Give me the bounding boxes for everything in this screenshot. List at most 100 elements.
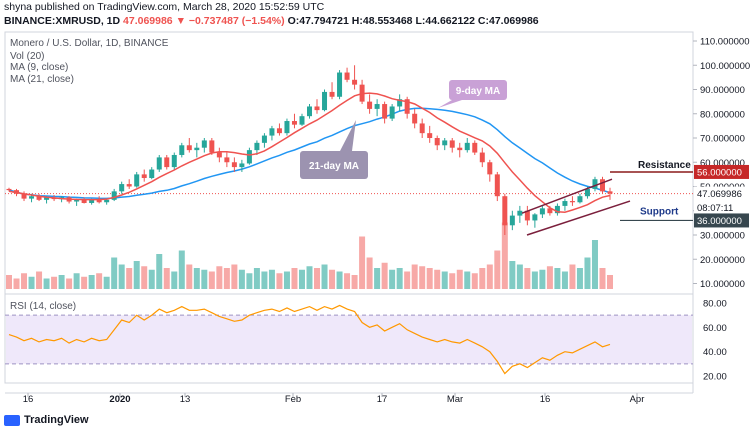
candle-body [442, 140, 448, 146]
candle-body [509, 215, 515, 226]
candle-body [434, 138, 440, 146]
symbol-label[interactable]: BINANCE:XMRUSD, 1D [4, 15, 121, 27]
ma21-bubble [300, 151, 368, 179]
volume-bar [381, 262, 388, 289]
volume-bar [584, 257, 591, 289]
volume-bar [329, 269, 336, 289]
volume-bar [246, 273, 253, 289]
volume-bar [456, 269, 463, 289]
candle-body [592, 179, 598, 189]
volume-bar [411, 264, 418, 289]
volume-bar [13, 278, 20, 289]
candle-body [284, 121, 290, 134]
rsi-tick-label: 20.00 [703, 372, 727, 383]
candle-body [209, 140, 215, 153]
volume-bar [291, 268, 298, 289]
candle-body [389, 106, 395, 119]
volume-bar [66, 278, 73, 289]
time-tick-label: Apr [630, 394, 645, 405]
open-value: O:47.794721 [287, 15, 349, 27]
candle-body [254, 142, 260, 151]
volume-bar [111, 257, 118, 289]
volume-bar [306, 266, 313, 289]
candle-body [322, 91, 328, 111]
support-price-tag-bg [694, 213, 749, 228]
ma9-bubble-pointer [438, 100, 462, 108]
volume-bar [171, 271, 178, 289]
volume-bar [51, 276, 58, 289]
volume-bar [238, 269, 245, 289]
candle-body [104, 199, 110, 203]
volume-bar [396, 268, 403, 289]
time-tick-label: Mar [447, 394, 463, 405]
candle-body [231, 162, 237, 168]
volume-bar [516, 264, 523, 289]
volume-bar [201, 269, 208, 289]
candle-body [239, 163, 245, 168]
candle-body [479, 152, 485, 163]
rsi-legend: RSI (14, close) [10, 301, 77, 312]
candle-body [179, 145, 185, 155]
resistance-price-tag-bg [694, 164, 749, 179]
volume-bar [351, 275, 358, 289]
candle-body [569, 201, 575, 203]
volume-bar [494, 250, 501, 289]
price-tick-label: 90.000000 [700, 85, 745, 96]
volume-bar [599, 268, 606, 289]
volume-bar [434, 269, 441, 289]
volume-bar [524, 268, 531, 289]
candle-body [412, 113, 418, 124]
price-tick-label: 70.000000 [700, 134, 745, 145]
volume-bar [449, 273, 456, 289]
candle-body [517, 210, 523, 216]
candle-body [269, 128, 275, 136]
volume-bar [163, 268, 170, 289]
candle-body [119, 184, 125, 192]
price-tick-label: 80.000000 [700, 109, 745, 120]
price-tick-label: 30.000000 [700, 231, 745, 242]
volume-bar [268, 269, 275, 289]
rsi-tick-label: 40.00 [703, 347, 727, 358]
volume-bar [186, 264, 193, 289]
volume-bar [6, 275, 12, 289]
support-label: Support [640, 206, 679, 217]
ma9-bubble [449, 80, 507, 100]
volume-bar [359, 236, 366, 289]
last-price: 47.069986 [123, 15, 173, 27]
brand-label: TradingView [24, 414, 89, 426]
candle-body [81, 199, 87, 203]
candle-body [397, 99, 403, 107]
candle-body [276, 128, 282, 134]
volume-bar [366, 257, 373, 289]
volume-bar [546, 266, 553, 289]
price-tick-label: 100.000000 [700, 61, 750, 72]
candle-body [449, 140, 455, 148]
tradingview-brand[interactable]: TradingView [4, 414, 89, 426]
candle-body [246, 150, 252, 164]
volume-bar [21, 273, 28, 289]
volume-bar [126, 268, 133, 289]
rsi-tick-label: 60.00 [703, 323, 727, 334]
candle-body [352, 79, 358, 85]
symbol-ohlc-line: BINANCE:XMRUSD, 1D 47.069986 ▼ −0.737487… [4, 15, 539, 27]
rsi-band [6, 315, 692, 364]
candle-body [44, 197, 50, 200]
volume-bar [464, 271, 471, 289]
candle-body [186, 145, 192, 151]
volume-bar [96, 273, 103, 289]
candle-body [404, 99, 410, 114]
volume-bar [314, 268, 321, 289]
last-price-tag-bg [694, 186, 749, 201]
volume-bar [441, 271, 448, 289]
volume-bar [426, 268, 433, 289]
price-tick-label: 10.000000 [700, 279, 745, 290]
candle-body [524, 210, 530, 221]
candle-body [457, 147, 463, 151]
volume-bar [554, 268, 561, 289]
time-tick-label: 16 [540, 394, 551, 405]
candle-body [224, 157, 230, 163]
time-tick-label: 2020 [109, 394, 130, 405]
volume-bar [81, 276, 88, 289]
volume-bar [404, 271, 411, 289]
